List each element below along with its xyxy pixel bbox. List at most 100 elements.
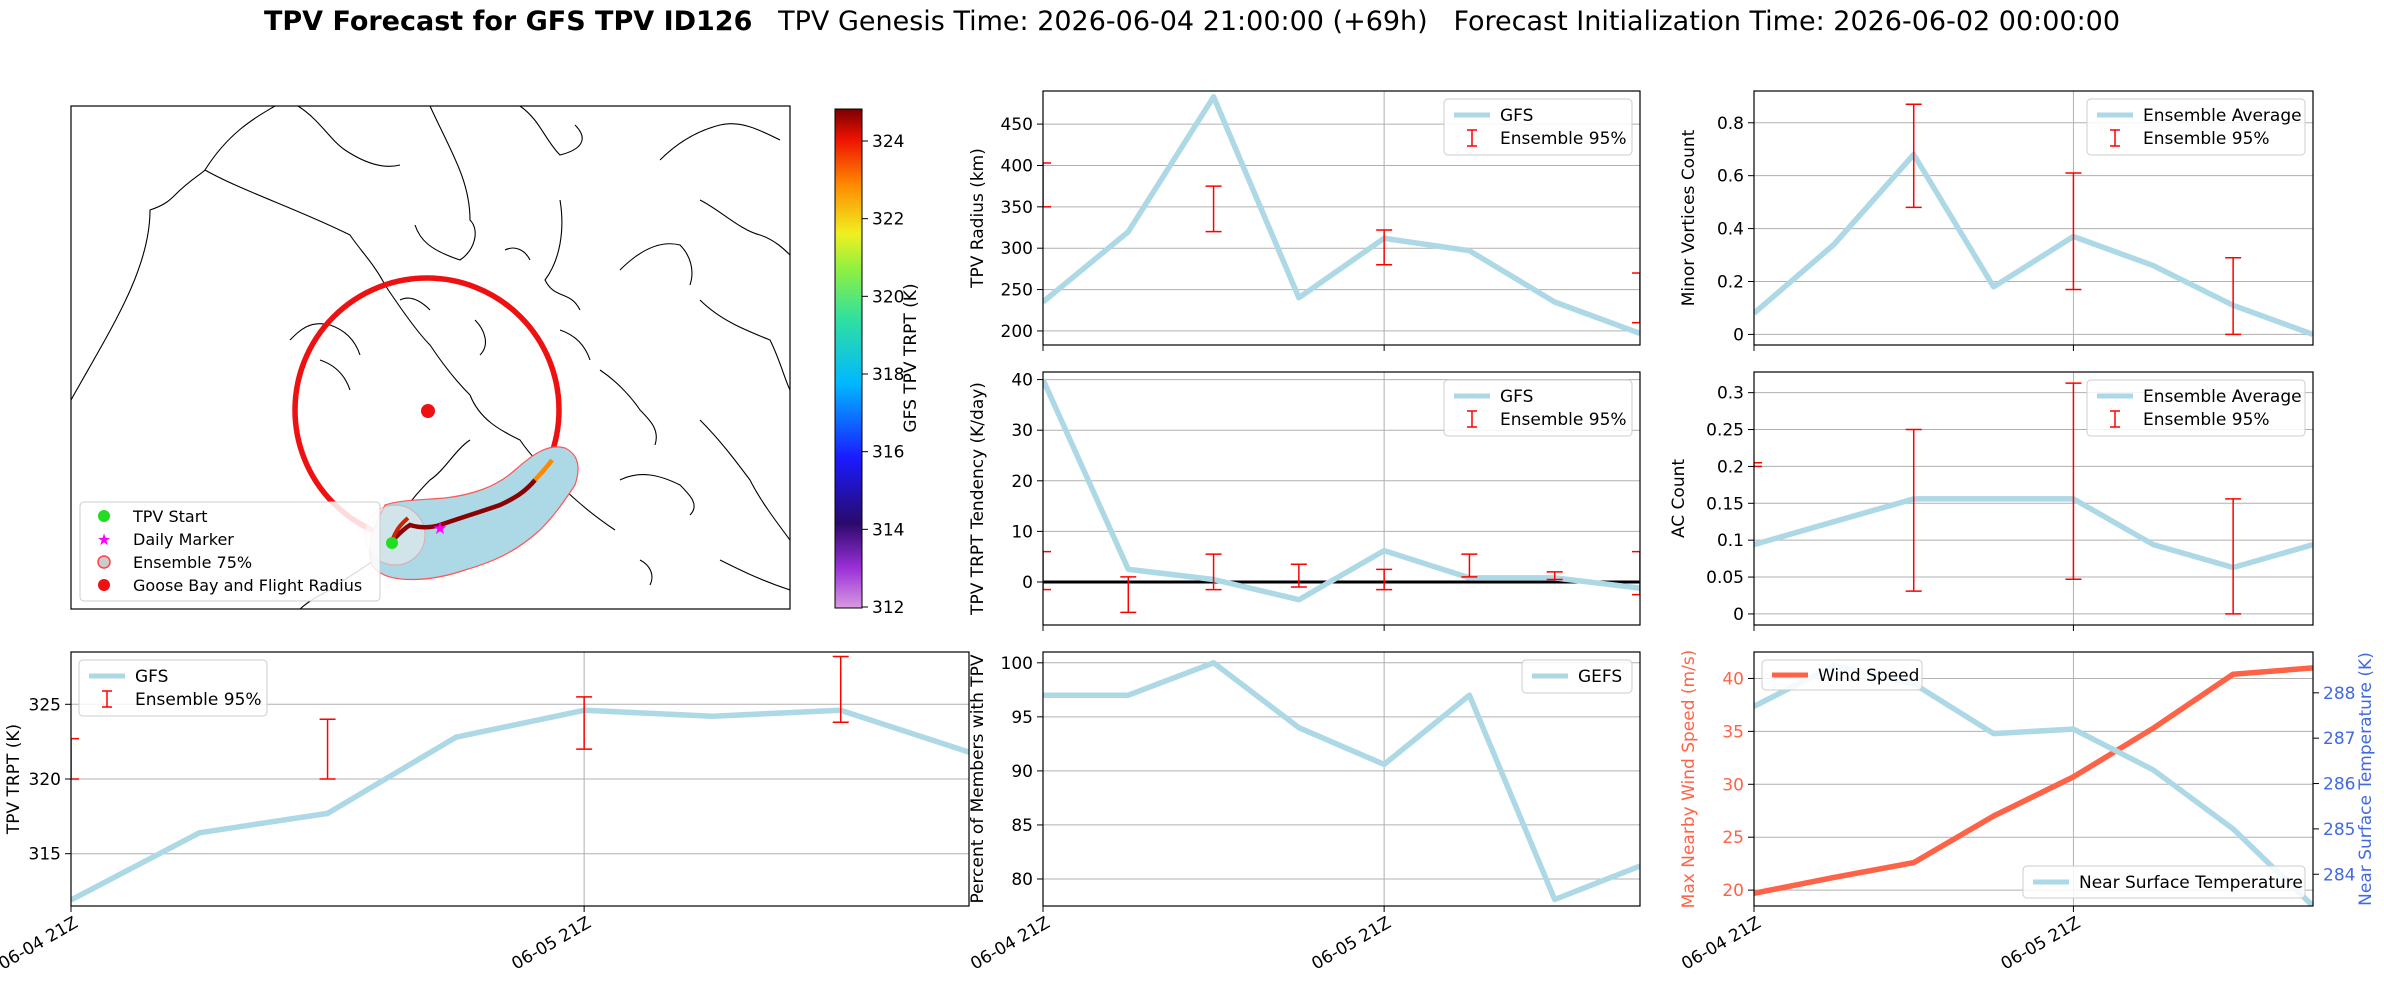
legend-label: GFS: [1500, 387, 1533, 407]
errorbar: [1632, 550, 1640, 596]
colorbar-tick-label: 314: [872, 520, 904, 540]
y-tick-label: 320: [29, 770, 61, 790]
legend-label: GEFS: [1578, 667, 1622, 687]
colorbar-tick-label: 324: [872, 132, 904, 152]
series-line-0: [1754, 496, 2313, 571]
y-axis-label: Minor Vortices Count: [1679, 129, 1699, 306]
series-line-0: [1043, 94, 1640, 336]
legend-label: Ensemble 95%: [2143, 410, 2270, 430]
axes-frame: [1042, 651, 1641, 907]
legend-label: Ensemble 95%: [1500, 410, 1627, 430]
legend-box: [2086, 98, 2306, 156]
colorbar-label: GFS TPV TRPT (K): [901, 283, 921, 432]
legend: GFS Ensemble 95%: [1443, 98, 1633, 156]
errorbar: [1043, 550, 1051, 591]
legend-box: [1521, 659, 1633, 694]
errorbar: [1461, 553, 1478, 578]
errorbar: [1546, 571, 1563, 581]
y-tick-label: 250: [1001, 281, 1033, 301]
y-axis-label: TPV TRPT (K): [4, 724, 24, 835]
y-tick-label: 0.2: [1717, 273, 1744, 293]
legend-label: Ensemble 95%: [1500, 129, 1627, 149]
y-tick-label: 0: [1733, 325, 1744, 345]
series-line-0: [1754, 665, 2313, 896]
colorbar-tick-label: 320: [872, 287, 904, 307]
chart-radius: 200 250 300 350 400 450 TPV Radius (km) GFS Ense…: [968, 90, 1641, 351]
errorbar: [1290, 563, 1307, 588]
legend-box: [2022, 865, 2306, 899]
x-tick-label: 06-05 21Z: [1308, 913, 1394, 974]
legend-label: Ensemble 95%: [135, 690, 262, 710]
map-legend-box: [79, 501, 381, 602]
legend-label: Ensemble 95%: [2143, 129, 2270, 149]
errorbar: [2225, 498, 2242, 615]
legend-wind: Wind Speed: [1761, 659, 1923, 691]
series-line-0: [1754, 151, 2313, 337]
legend-ensemble-icon: [97, 555, 111, 569]
y-axis-label: TPV Radius (km): [968, 148, 988, 289]
legend-label: Ensemble Average: [2143, 106, 2302, 126]
chart-tendency: 0 10 20 30 40 TPV TRPT Tendency (K/day) GFS Ens…: [968, 371, 1641, 631]
errorbar: [1043, 162, 1051, 208]
legend-box: [1443, 379, 1633, 437]
errorbar: [832, 655, 849, 723]
errorbar: [1205, 553, 1222, 591]
errorbar: [2065, 172, 2082, 291]
legend-box: [2086, 379, 2306, 437]
errorbar: [1632, 272, 1640, 324]
errorbar: [1205, 185, 1222, 233]
y2-tick-label: 285: [2323, 820, 2355, 840]
y-tick-label: 450: [1001, 115, 1033, 135]
y2-tick-label: 284: [2323, 865, 2355, 885]
axes-frame: [1753, 90, 2314, 346]
axes-frame: [1753, 371, 2314, 626]
colorbar-ticks: 312 314 316 318 320 322 324: [862, 132, 904, 618]
legend-temp: Near Surface Temperature: [2022, 865, 2306, 899]
daily-marker-star: ★: [432, 519, 447, 539]
y-tick-label: 300: [1001, 239, 1033, 259]
colorbar-tick-label: 312: [872, 598, 904, 618]
series-line-0: [1043, 378, 1640, 603]
y-tick-label: 0: [1733, 605, 1744, 625]
y-tick-label: 0.6: [1717, 167, 1744, 187]
errorbar: [1376, 229, 1393, 266]
x-tick-label: 06-04 21Z: [0, 913, 82, 974]
y-axis-label: Percent of Members with TPV: [968, 654, 988, 903]
legend-box: [78, 659, 268, 717]
legend-label: Near Surface Temperature: [2079, 873, 2303, 893]
x-tick-label: 06-04 21Z: [1678, 913, 1764, 974]
colorbar: 312 314 316 318 320 322 324 GFS TPV TRPT (K): [834, 108, 921, 618]
goose-bay-marker: [421, 404, 435, 418]
y-tick-label: 315: [29, 845, 61, 865]
chart-wind: 20 25 30 35 40 06-04 21Z 06-05 21Z Max Nearby W…: [1678, 650, 2376, 975]
y-tick-label: 0.4: [1717, 220, 1744, 240]
tpv-track-tail: [533, 458, 554, 482]
y-tick-label: 0.2: [1717, 457, 1744, 477]
y-tick-label: 0.8: [1717, 114, 1744, 134]
axes-frame: [1753, 651, 2314, 907]
legend-label: Ensemble Average: [2143, 387, 2302, 407]
y-tick-label: 20: [1011, 472, 1033, 492]
title-bold: TPV Forecast for GFS TPV ID126: [263, 6, 753, 37]
legend-tpv-start: TPV Start: [132, 507, 208, 526]
legend: GFS Ensemble 95%: [1443, 379, 1633, 437]
errorbar: [71, 737, 79, 780]
y-tick-label: 0: [1022, 573, 1033, 593]
legend-ensemble: Ensemble 75%: [133, 553, 252, 572]
y-tick-label: 350: [1001, 198, 1033, 218]
y-tick-label: 10: [1011, 522, 1033, 542]
errorbar: [1754, 461, 1762, 468]
y-tick-label: 25: [1722, 828, 1744, 848]
legend-box: [1443, 98, 1633, 156]
y-tick-label: 35: [1722, 722, 1744, 742]
colorbar-strip: [834, 108, 863, 609]
legend: GEFS: [1521, 659, 1633, 694]
map-panel: ★ TPV Start ★ Daily Marker Ensemble 75% …: [70, 105, 921, 618]
y-tick-label: 85: [1011, 816, 1033, 836]
y-tick-label: 30: [1011, 421, 1033, 441]
y-axis-label: TPV TRPT Tendency (K/day): [968, 382, 988, 616]
colorbar-tick-label: 318: [872, 365, 904, 385]
axes-frame: [1042, 90, 1641, 346]
errorbar: [1905, 103, 1922, 209]
